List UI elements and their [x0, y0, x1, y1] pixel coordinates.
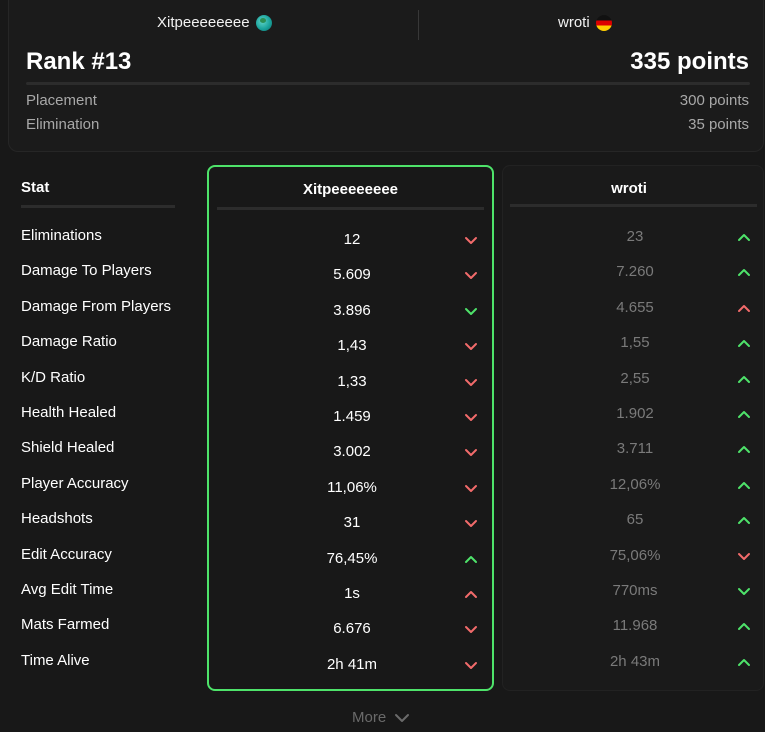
chevron-down-icon	[464, 269, 478, 281]
more-label: More	[352, 709, 387, 726]
chevron-up-icon	[737, 443, 751, 455]
elimination-points: 35 points	[688, 116, 749, 133]
chevron-down-icon	[464, 659, 478, 671]
globe-icon	[255, 14, 272, 31]
stat-label: Eliminations	[21, 227, 102, 244]
player-b-stat-value: 2,55	[620, 369, 650, 387]
chevron-up-icon	[737, 337, 751, 349]
player-a-stat-value: 1,33	[337, 372, 367, 390]
player-a-stat-value: 1s	[344, 585, 360, 602]
stat-label: Shield Healed	[21, 439, 115, 457]
chevron-down-icon	[464, 446, 478, 458]
player-a-stat-value: 11,06%	[327, 478, 377, 496]
player-a-name: Xitpeeeeeeee	[157, 14, 250, 31]
player-b-header[interactable]: wroti	[558, 14, 612, 31]
player-a-stat-value: 31	[343, 514, 361, 532]
chevron-down-icon	[464, 411, 478, 423]
stat-label: Damage To Players	[21, 262, 152, 280]
chevron-up-icon	[737, 266, 751, 278]
player-b-stat-value: 23	[626, 228, 644, 245]
stat-label: Headshots	[21, 510, 93, 528]
player-a-stat-value: 76,45%	[326, 549, 378, 567]
player-a-stat-value: 12	[343, 231, 361, 248]
player-b-stat-value: 11.968	[612, 617, 658, 635]
player-b-stat-value: 12,06%	[609, 475, 661, 493]
player-b-stat-value: 2h 43m	[609, 652, 661, 670]
player-b-stat-value: 1.902	[616, 405, 654, 422]
stat-header-divider	[21, 205, 175, 208]
player-b-stat-value: 770ms	[612, 582, 658, 599]
stat-label: Edit Accuracy	[21, 545, 112, 563]
chevron-down-icon	[395, 713, 410, 722]
placement-points: 300 points	[679, 92, 749, 109]
chevron-up-icon	[737, 620, 751, 632]
player-b-stat-value: 7.260	[616, 263, 654, 281]
chevron-down-icon	[464, 234, 478, 246]
player-b-stat-value: 4.655	[616, 298, 654, 316]
player-divider	[418, 10, 419, 40]
elimination-label: Elimination	[26, 116, 100, 133]
player-a-stat-value: 6.676	[333, 620, 371, 638]
chevron-up-icon	[737, 514, 751, 526]
chevron-down-icon	[464, 340, 478, 352]
points-divider	[26, 82, 750, 85]
stat-label: Mats Farmed	[21, 616, 110, 634]
chevron-up-icon	[737, 408, 751, 420]
chevron-up-icon	[737, 656, 751, 668]
players-row: Xitpeeeeeeee wroti	[9, 0, 763, 44]
chevron-up-icon	[737, 231, 751, 243]
stat-label: Player Accuracy	[21, 474, 129, 492]
chevron-down-icon	[464, 305, 478, 317]
stat-label: Avg Edit Time	[21, 581, 114, 598]
chevron-up-icon	[737, 373, 751, 385]
chevron-down-icon	[737, 585, 751, 597]
player-b-stat-value: 3.711	[616, 440, 654, 458]
chevron-down-icon	[464, 482, 478, 494]
player-a-stat-value: 2h 41m	[326, 655, 378, 673]
player-a-stat-value: 5.609	[333, 266, 371, 284]
chevron-up-icon	[464, 553, 478, 565]
player-a-stats-column: Xitpeeeeeeee 12 5.609 3.896 1,43 1,33 1.459 3.…	[207, 165, 494, 691]
player-b-column-header: wroti	[611, 180, 647, 197]
player-a-stat-value: 3.896	[333, 301, 371, 319]
player-b-header-divider	[510, 204, 757, 207]
player-b-stat-value: 65	[626, 511, 644, 529]
placement-label: Placement	[26, 92, 97, 109]
chevron-up-icon	[464, 588, 478, 600]
stat-label: Damage Ratio	[21, 333, 117, 351]
player-b-stats-column: wroti 23 7.260 4.655 1,55 2,55 1.902 3.711 12,0…	[502, 165, 764, 691]
more-button[interactable]: More	[352, 709, 410, 726]
player-a-stat-value: 1.459	[333, 408, 371, 425]
chevron-down-icon	[464, 376, 478, 388]
chevron-down-icon	[464, 517, 478, 529]
player-a-stat-value: 3.002	[333, 443, 371, 461]
player-a-header[interactable]: Xitpeeeeeeee	[157, 14, 272, 31]
chevron-down-icon	[737, 550, 751, 562]
chevron-up-icon	[737, 479, 751, 491]
stat-label: Time Alive	[21, 651, 90, 669]
player-a-stat-value: 1,43	[337, 337, 367, 355]
player-a-column-header: Xitpeeeeeeee	[302, 181, 399, 198]
stat-label: Health Healed	[21, 404, 117, 421]
rank-title: Rank #13	[26, 48, 132, 75]
germany-flag-icon	[595, 14, 612, 31]
chevron-down-icon	[464, 623, 478, 635]
stat-column-header: Stat	[21, 179, 50, 196]
player-b-stat-value: 75,06%	[609, 546, 661, 564]
stat-label: Damage From Players	[21, 297, 172, 315]
player-b-stat-value: 1,55	[620, 334, 650, 352]
total-points: 335 points	[630, 48, 749, 75]
player-a-header-divider	[217, 207, 484, 210]
stat-label: K/D Ratio	[21, 368, 86, 386]
player-b-name: wroti	[558, 14, 590, 31]
match-summary-card: Xitpeeeeeeee wroti Rank #13 335 points P…	[8, 0, 764, 152]
chevron-up-icon	[737, 302, 751, 314]
